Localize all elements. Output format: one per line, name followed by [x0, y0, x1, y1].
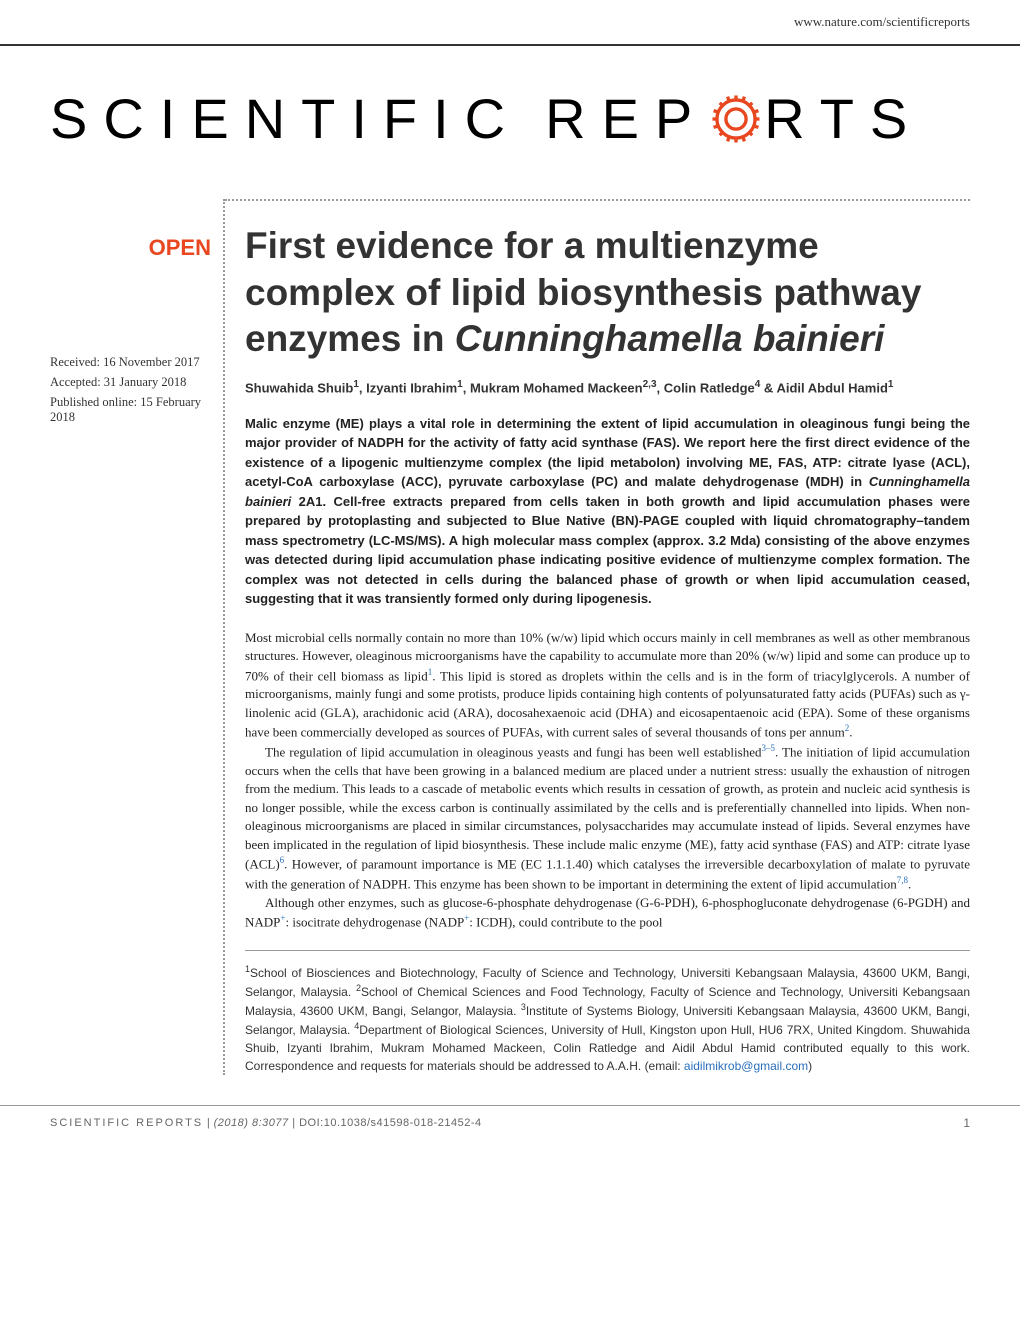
body-text: Most microbial cells normally contain no… — [245, 629, 970, 932]
affiliations-divider: 1School of Biosciences and Biotechnology… — [245, 950, 970, 1075]
logo-section: SCIENTIFIC REP R — [0, 44, 1020, 171]
body-paragraph-3: Although other enzymes, such as glucose-… — [245, 894, 970, 932]
main-content: First evidence for a multienzyme complex… — [225, 199, 970, 1075]
received-date: Received: 16 November 2017 — [50, 355, 211, 370]
journal-logo: SCIENTIFIC REP R — [50, 86, 970, 151]
body-paragraph-1: Most microbial cells normally contain no… — [245, 629, 970, 742]
abstract: Malic enzyme (ME) plays a vital role in … — [245, 414, 970, 609]
title-species: Cunninghamella bainieri — [455, 318, 885, 359]
footer-journal-name: SCIENTIFIC REPORTS — [50, 1117, 203, 1129]
left-sidebar: OPEN Received: 16 November 2017 Accepted… — [50, 199, 225, 1075]
logo-text-rts: RTS — [764, 86, 923, 151]
gear-icon — [708, 91, 764, 147]
page-footer: SCIENTIFIC REPORTS | (2018) 8:3077 | DOI… — [0, 1105, 1020, 1150]
authors-list: Shuwahida Shuib1, Izyanti Ibrahim1, Mukr… — [245, 377, 970, 398]
affiliations: 1School of Biosciences and Biotechnology… — [245, 963, 970, 1075]
body-paragraph-2: The regulation of lipid accumulation in … — [245, 742, 970, 894]
citation-link[interactable]: 7,8 — [897, 875, 908, 885]
content-wrapper: OPEN Received: 16 November 2017 Accepted… — [0, 199, 1020, 1075]
abstract-text-2: 2A1. Cell-free extracts prepared from ce… — [245, 494, 970, 607]
article-title: First evidence for a multienzyme complex… — [245, 223, 970, 363]
published-date: Published online: 15 February 2018 — [50, 395, 211, 425]
journal-url[interactable]: www.nature.com/scientificreports — [794, 14, 970, 30]
logo-text-rep: REP — [545, 86, 708, 151]
page-number: 1 — [963, 1116, 970, 1130]
footer-citation: SCIENTIFIC REPORTS | (2018) 8:3077 | DOI… — [50, 1117, 482, 1129]
abstract-text-1: Malic enzyme (ME) plays a vital role in … — [245, 416, 970, 490]
corresponding-email[interactable]: aidilmikrob@gmail.com — [684, 1059, 808, 1073]
open-access-badge: OPEN — [50, 235, 211, 261]
logo-text-scientific: SCIENTIFIC — [50, 86, 521, 151]
accepted-date: Accepted: 31 January 2018 — [50, 375, 211, 390]
citation-link[interactable]: 3–5 — [761, 743, 775, 753]
header-bar: www.nature.com/scientificreports — [0, 0, 1020, 44]
